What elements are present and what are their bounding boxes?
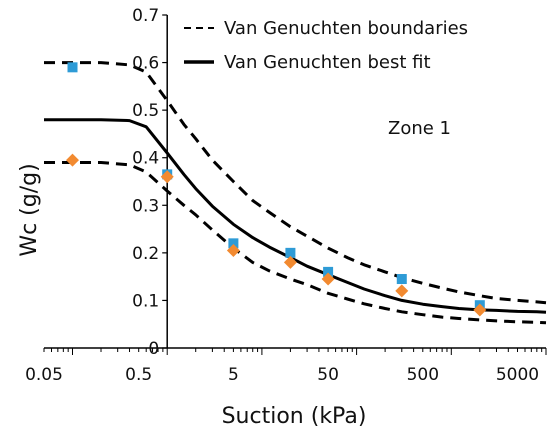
y-tick-label: 0.1: [132, 291, 159, 311]
x-tick-label: 500: [407, 365, 439, 385]
x-axis-title: Suction (kPa): [222, 404, 367, 429]
y-tick-label: 0.4: [132, 149, 159, 169]
x-tick-label: 50: [317, 365, 339, 385]
upper-boundary-curve: [44, 61, 547, 305]
tick-labels: 0 0.1 0.2 0.3 0.4 0.5 0.6 0.7 0.05 0.5 5 50 500 5000: [25, 6, 539, 385]
y-axis-title: Wc (g/g): [17, 163, 42, 256]
data-point-square: [323, 266, 334, 277]
best-fit-curve: [44, 118, 547, 314]
x-tick-label: 5000: [496, 365, 539, 385]
data-point-diamond: [283, 255, 297, 269]
y-tick-label: 0.2: [132, 244, 159, 264]
y-tick-label: 0.3: [132, 196, 159, 216]
data-point-diamond: [395, 284, 409, 298]
x-tick-label: 0.5: [125, 365, 152, 385]
data-point-diamond: [473, 303, 487, 317]
y-tick-label: 0.6: [132, 54, 159, 74]
legend: Van Genuchten boundaries Van Genuchten b…: [184, 18, 468, 73]
marker-layer: [66, 62, 487, 317]
data-point-diamond: [160, 170, 174, 184]
data-point-diamond: [226, 243, 240, 257]
legend-label-best-fit: Van Genuchten best fit: [224, 52, 431, 73]
lower-boundary-curve: [44, 161, 547, 325]
y-tick-label: 0.7: [132, 6, 159, 26]
data-point-square: [285, 247, 296, 258]
y-tick-label: 0.5: [132, 101, 159, 121]
y-tick-label: 0: [148, 339, 159, 359]
data-point-square: [228, 238, 239, 249]
data-point-square: [67, 62, 78, 73]
zone-annotation: Zone 1: [388, 118, 451, 139]
series-layer: [44, 61, 547, 325]
data-point-diamond: [66, 153, 80, 167]
x-tick-label: 0.05: [25, 365, 63, 385]
x-tick-label: 5: [228, 365, 239, 385]
legend-label-boundaries: Van Genuchten boundaries: [224, 18, 468, 39]
data-point-square: [396, 274, 407, 285]
data-point-diamond: [321, 272, 335, 286]
